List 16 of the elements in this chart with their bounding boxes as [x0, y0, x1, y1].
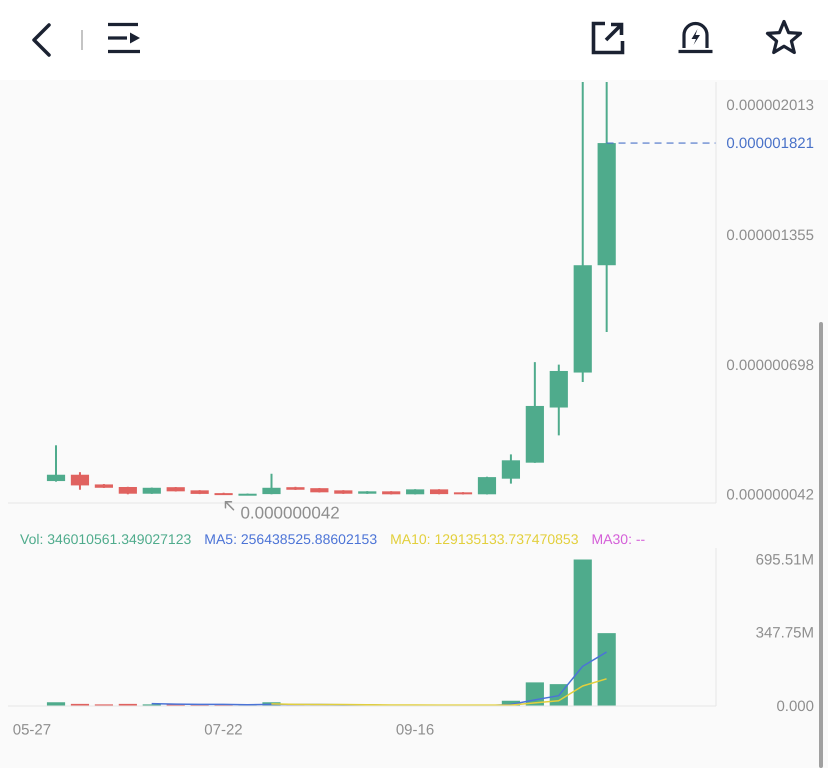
y-tick-label: 695.51M [756, 551, 814, 568]
x-tick-label: 09-16 [396, 722, 434, 739]
y-tick-label: 347.75M [756, 624, 814, 642]
y-tick-label: 0.000000042 [726, 486, 814, 504]
y-tick-label: 0.000000698 [726, 357, 814, 374]
text: Vol: 346010561.349027123 [20, 530, 192, 546]
x-tick-label: 05-27 [12, 722, 52, 739]
legend-label: MA30: -- [592, 530, 646, 546]
text: MA5: 256438525.88602153 [204, 530, 378, 546]
text: MA10: 129135133.737470853 [390, 530, 579, 546]
x-tick-label: 07-22 [204, 722, 243, 739]
ref-line-label: 0.000001821 [726, 135, 814, 152]
y-tick-label: 0.000 [776, 698, 814, 715]
y-tick-label: 0.000002013 [726, 97, 814, 114]
annotation: 0.000000042 [240, 504, 340, 523]
y-tick-label: 0.000001355 [726, 227, 814, 244]
